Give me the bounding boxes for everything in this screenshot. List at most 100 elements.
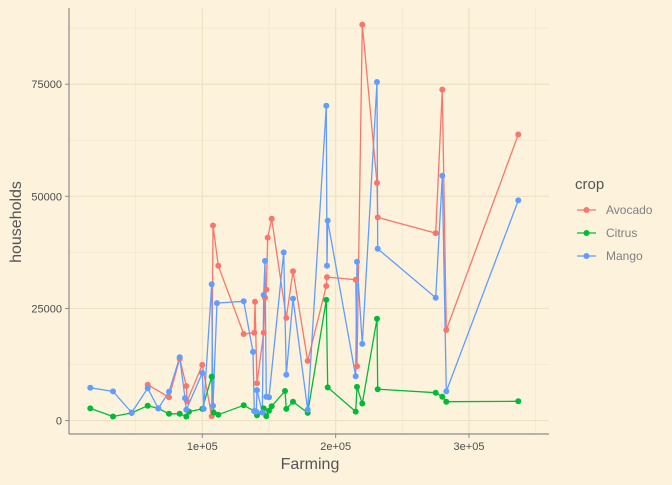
data-point-citrus [240,402,247,409]
data-point-avocado [304,357,311,364]
y-tick-label: 75000 [31,79,62,91]
data-point-avocado [215,262,222,269]
data-point-citrus [215,411,222,418]
data-point-mango [374,245,381,252]
data-point-avocado [374,214,381,221]
data-point-citrus [208,373,215,380]
data-point-citrus [324,384,331,391]
data-point-avocado [283,314,290,321]
data-point-citrus [354,383,360,390]
data-point-mango [324,217,331,224]
data-point-mango [240,298,247,305]
data-point-citrus [374,315,380,322]
axes: 1e+05 2e+05 3e+05 0 25000 50000 75000 [31,8,549,453]
data-point-mango [208,281,215,288]
data-point-citrus [282,388,288,394]
data-point-avocado [183,383,190,389]
data-point-citrus [443,398,450,405]
legend-key-point [583,253,590,259]
data-point-mango [210,402,216,409]
data-point-avocado [268,215,275,222]
data-point-citrus [263,413,270,420]
data-point-avocado [432,230,439,237]
data-point-avocado [264,234,271,241]
data-point-mango [110,388,116,395]
data-point-citrus [144,402,151,409]
y-tick-label: 50000 [31,191,62,203]
data-point-mango [128,409,135,416]
data-point-avocado [374,179,380,186]
legend-key-citrus [577,230,596,236]
data-point-mango [200,405,207,412]
data-point-avocado [324,274,330,281]
data-point-mango [250,348,256,355]
data-point-avocado [515,131,522,138]
y-tick-label: 25000 [31,303,62,315]
data-point-citrus [176,410,183,417]
grid [69,8,549,434]
data-point-mango [432,294,439,301]
data-point-avocado [359,21,366,28]
data-point-citrus [352,408,359,415]
data-point-avocado [210,222,216,229]
data-point-mango [214,300,220,307]
data-point-mango [352,373,359,380]
x-tick-label: 2e+05 [320,441,351,453]
legend-key-mango [577,253,596,259]
data-point-mango [155,405,162,412]
data-point-citrus [283,405,290,412]
x-tick-label: 1e+05 [187,441,218,453]
data-point-mango [182,395,188,402]
data-point-mango [259,409,266,416]
data-point-citrus [323,296,330,303]
data-point-avocado [354,363,360,370]
legend-label-mango: Mango [606,249,643,263]
series-line-mango [90,81,519,414]
data-point-mango [262,257,268,264]
data-point-avocado [252,298,258,305]
data-point-avocado [260,329,267,336]
data-point-avocado [290,268,296,275]
legend-key-point [583,207,590,213]
data-point-citrus [87,405,94,412]
data-point-citrus [515,398,522,405]
data-point-avocado [352,276,359,283]
x-tick-label: 3e+05 [454,441,485,453]
data-point-mango [515,197,522,204]
data-point-mango [87,384,94,391]
y-axis-label: households [8,181,25,263]
data-point-mango [176,354,183,361]
data-point-citrus [439,393,446,400]
data-point-citrus [359,400,366,407]
data-point-citrus [166,410,172,417]
data-point-mango [439,172,446,179]
x-axis-label: Farming [281,456,340,473]
data-point-citrus [290,398,296,405]
data-point-avocado [323,283,330,289]
data-point-mango [144,385,151,392]
data-point-avocado [251,329,258,336]
data-point-mango [266,394,272,401]
data-point-citrus [210,409,217,416]
data-point-citrus [374,386,381,393]
legend-title: crop [575,176,604,193]
data-point-avocado [199,361,206,368]
data-point-mango [253,408,260,415]
data-point-mango [359,340,366,347]
data-point-mango [304,406,311,413]
data-point-mango [283,371,290,378]
data-point-avocado [240,331,247,337]
data-point-avocado [166,394,172,401]
legend-label-citrus: Citrus [606,226,637,240]
data-point-avocado [263,286,270,293]
data-point-avocado [443,327,450,333]
data-point-mango [324,262,330,269]
data-point-mango [260,292,267,298]
data-point-mango [183,406,190,413]
data-point-mango [199,370,206,376]
data-point-mango [354,258,360,265]
legend-label-avocado: Avocado [606,203,653,217]
data-point-citrus [110,413,116,420]
legend-key-avocado [577,207,596,213]
